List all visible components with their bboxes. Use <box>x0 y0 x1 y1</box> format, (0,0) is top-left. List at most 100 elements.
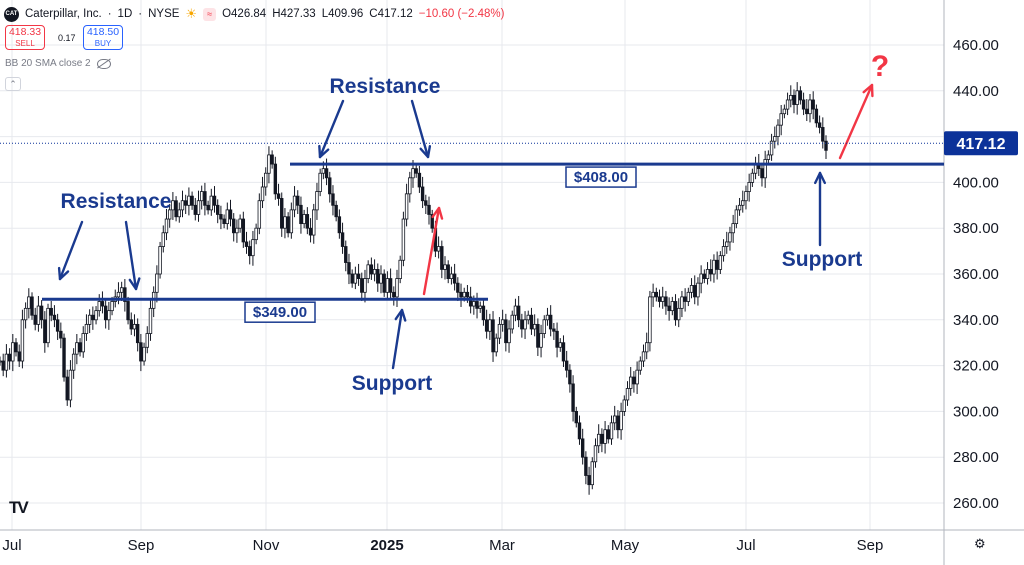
candle-body <box>414 168 418 174</box>
candle-body <box>123 287 127 302</box>
candle-body <box>612 415 617 424</box>
tradingview-logo-icon[interactable]: TV <box>9 498 29 517</box>
candle-body <box>737 204 742 211</box>
x-tick-label: 2025 <box>370 537 403 554</box>
candle-body <box>696 282 700 298</box>
levels: $408.00 $349.00 <box>42 162 944 323</box>
candle-body <box>619 410 623 431</box>
arrow-bounce-red-head <box>431 206 444 220</box>
candle-body <box>308 227 313 236</box>
annotation-label: Resistance <box>330 75 441 98</box>
candle-body <box>219 214 223 220</box>
candle-body <box>164 218 169 234</box>
plot-background <box>0 0 944 530</box>
arrow-up-red <box>838 83 874 160</box>
candle-body <box>318 172 322 192</box>
candle-body <box>65 376 69 401</box>
open-value: O426.84 <box>222 8 267 20</box>
sell-label: SELL <box>15 39 35 48</box>
candle-body <box>360 278 364 293</box>
y-tick-label: 460.00 <box>953 37 999 54</box>
candle-body <box>241 218 246 243</box>
candle-body <box>135 323 140 344</box>
arrow-resistance-top-2 <box>410 99 430 159</box>
candle-body <box>609 422 614 440</box>
candle-body <box>536 323 540 348</box>
last-price-text: 417.12 <box>957 136 1006 153</box>
candle-body <box>398 259 402 279</box>
candle-body <box>228 209 233 220</box>
candle-body <box>584 456 588 476</box>
buy-button[interactable]: 418.50 BUY <box>83 25 123 50</box>
candle-body <box>212 195 217 206</box>
buy-label: BUY <box>94 39 112 48</box>
candle-body <box>1 360 5 371</box>
candle-body <box>526 314 530 321</box>
candle-body <box>302 214 306 225</box>
candle-body <box>14 342 18 353</box>
candle-body <box>436 246 441 252</box>
candle-body <box>206 204 210 211</box>
sell-price: 418.33 <box>8 26 42 38</box>
candle-body <box>296 195 300 206</box>
candle-body <box>119 287 124 293</box>
candle-body <box>97 301 101 312</box>
candle-body <box>344 246 348 263</box>
candle-body <box>49 307 53 316</box>
level-label-box <box>565 166 637 188</box>
level-label: $349.00 <box>253 304 307 321</box>
candle-body <box>734 209 739 225</box>
hidden-eye-icon[interactable] <box>96 58 111 69</box>
candle-body <box>600 433 604 444</box>
annotation-labels: Resistance Resistance Support Support? <box>61 50 890 395</box>
candle-body <box>635 369 639 385</box>
candle-body <box>529 314 534 330</box>
candle-body <box>4 353 9 371</box>
gear-icon[interactable]: ⚙ <box>974 536 986 551</box>
sell-button[interactable]: 418.33 SELL <box>5 25 45 50</box>
candle-body <box>7 353 12 362</box>
interval[interactable]: 1D <box>117 8 133 20</box>
symbol-name[interactable]: Caterpillar, Inc. <box>25 8 102 20</box>
candle-body <box>203 191 207 206</box>
candle-body <box>30 296 34 316</box>
annotation-label: Support <box>352 372 432 395</box>
candle-body <box>417 172 422 188</box>
candle-body <box>388 278 393 293</box>
candle-body <box>392 291 396 298</box>
candle-body <box>625 388 630 401</box>
candle-body <box>87 314 92 325</box>
arrow-support-bottom <box>391 308 404 370</box>
candle-body <box>427 204 431 215</box>
candle-body <box>299 204 303 225</box>
candle-body <box>340 232 345 247</box>
candle-body <box>379 273 383 284</box>
candle-body <box>372 269 377 275</box>
candle-body <box>273 163 278 195</box>
candle-body <box>286 216 290 234</box>
candle-body <box>718 255 723 270</box>
candle-body <box>683 296 687 302</box>
x-tick-label: Nov <box>253 537 280 554</box>
candle-body <box>763 159 767 179</box>
candle-body <box>424 200 428 206</box>
candle-body <box>542 319 546 334</box>
indicator-legend[interactable]: BB 20 SMA close 2 <box>5 58 111 69</box>
arrow-support-bottom-head <box>394 308 407 322</box>
indicator-label: BB 20 SMA close 2 <box>5 58 91 69</box>
candle-body <box>382 273 386 293</box>
candle-body <box>126 301 130 321</box>
candle-body <box>686 291 691 302</box>
y-tick-label: 440.00 <box>953 83 999 100</box>
candle-body <box>699 273 703 284</box>
grid-lines <box>0 0 944 530</box>
candle-body <box>305 214 310 229</box>
collapse-legend-button[interactable]: ⌃ <box>5 77 21 91</box>
candle-body <box>657 296 662 302</box>
candle-body <box>33 314 37 325</box>
low-value: L409.96 <box>321 8 364 20</box>
candle-body <box>532 323 537 330</box>
candle-body <box>603 429 607 444</box>
